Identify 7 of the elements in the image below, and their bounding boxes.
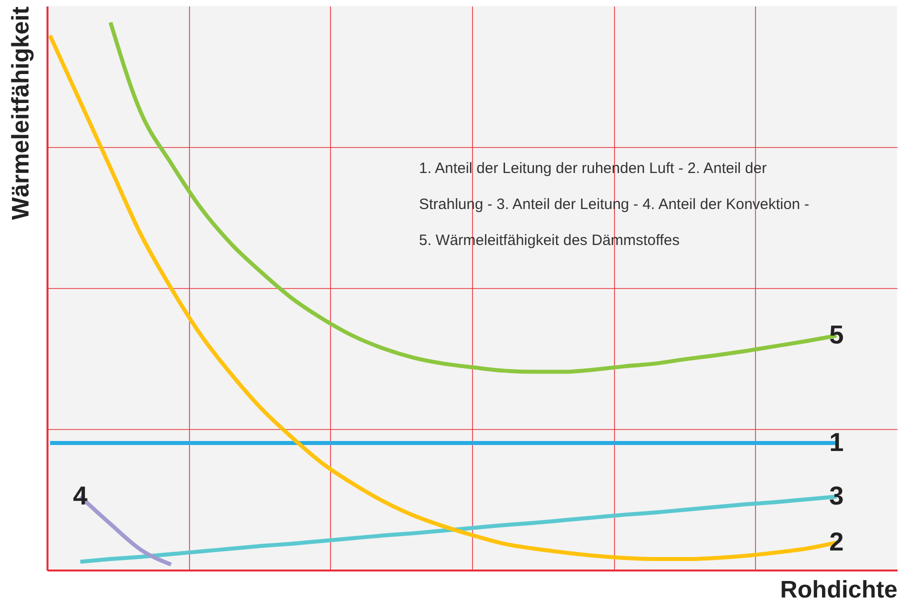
series-label: 1: [829, 426, 844, 457]
y-axis-title: Wärmeleitfähigkeit: [8, 6, 34, 220]
series-label: 5: [829, 320, 844, 350]
x-axis-title: Rohdichte: [780, 576, 898, 604]
series-label: 3: [829, 480, 844, 511]
series-label: 2: [829, 526, 844, 557]
series-label: 4: [73, 480, 88, 511]
